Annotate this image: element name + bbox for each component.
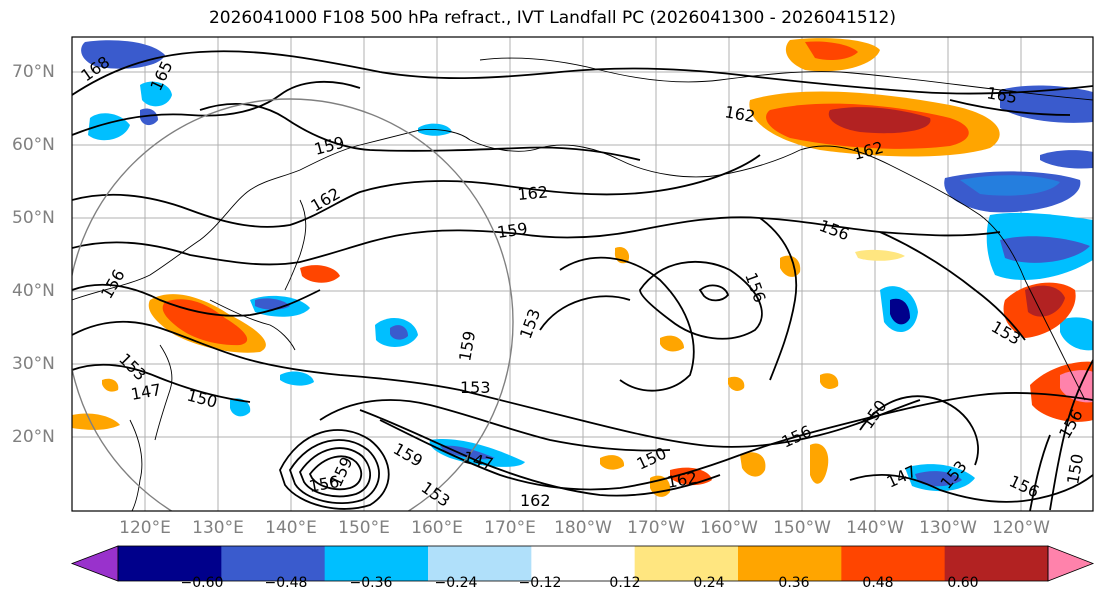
colorbar-tick-label: −0.36 xyxy=(349,575,393,591)
coastlines xyxy=(72,57,1093,511)
colorbar-bin xyxy=(221,546,326,581)
colorbar-extend-low xyxy=(70,545,119,582)
colorbar-tick-label: 0.24 xyxy=(693,575,725,591)
height-contours xyxy=(72,50,1093,511)
colorbar-tick-label: −0.24 xyxy=(434,575,478,591)
lon-label: 120°W xyxy=(992,518,1050,538)
lat-label: 50°N xyxy=(12,208,55,228)
colorbar-extend-high xyxy=(1047,545,1095,582)
shading-positive xyxy=(72,38,1093,497)
colorbar-bin xyxy=(738,546,842,581)
lat-label: 40°N xyxy=(12,281,55,301)
contour-label: 153 xyxy=(460,378,491,397)
contour-label: 162 xyxy=(517,182,549,204)
colorbar xyxy=(70,545,1095,582)
colorbar-tick-label: −0.60 xyxy=(180,575,224,591)
colorbar-tick-label: 0.48 xyxy=(862,575,894,591)
lon-label: 170°E xyxy=(484,518,536,538)
lon-label: 150°W xyxy=(773,518,831,538)
colorbar-tick-label: −0.12 xyxy=(518,575,562,591)
colorbar-border xyxy=(117,545,1049,582)
colorbar-bin xyxy=(841,546,946,581)
contour-label: 159 xyxy=(496,219,529,242)
region-outline xyxy=(72,98,514,511)
lat-label: 70°N xyxy=(12,62,55,82)
lon-label: 130°W xyxy=(919,518,977,538)
lon-label: 160°E xyxy=(411,518,463,538)
shading-negative xyxy=(81,40,1093,492)
colorbar-tick-label: 0.60 xyxy=(947,575,979,591)
lat-label: 60°N xyxy=(12,135,55,155)
colorbar-tick-label: 0.36 xyxy=(778,575,810,591)
lat-label: 30°N xyxy=(12,354,55,374)
colorbar-bin xyxy=(428,546,532,581)
lon-label: 120°E xyxy=(119,518,171,538)
lon-label: 140°W xyxy=(846,518,904,538)
colorbar-bin xyxy=(944,546,1049,581)
colorbar-bin xyxy=(634,546,739,581)
lon-label: 180°W xyxy=(554,518,612,538)
colorbar-tick-label: 0.12 xyxy=(609,575,641,591)
colorbar-bin xyxy=(531,546,636,581)
colorbar-tick-label: −0.48 xyxy=(264,575,308,591)
lon-label: 170°W xyxy=(627,518,685,538)
map-title: 2026041000 F108 500 hPa refract., IVT La… xyxy=(208,8,896,28)
lat-label: 20°N xyxy=(12,427,55,447)
lon-label: 150°E xyxy=(338,518,390,538)
colorbar-bin xyxy=(324,546,429,581)
colorbar-bin xyxy=(118,546,222,581)
lon-label: 140°E xyxy=(265,518,317,538)
lon-label: 160°W xyxy=(700,518,758,538)
map-border xyxy=(71,36,1094,512)
lon-label: 130°E xyxy=(192,518,244,538)
contour-label: 162 xyxy=(520,491,551,510)
